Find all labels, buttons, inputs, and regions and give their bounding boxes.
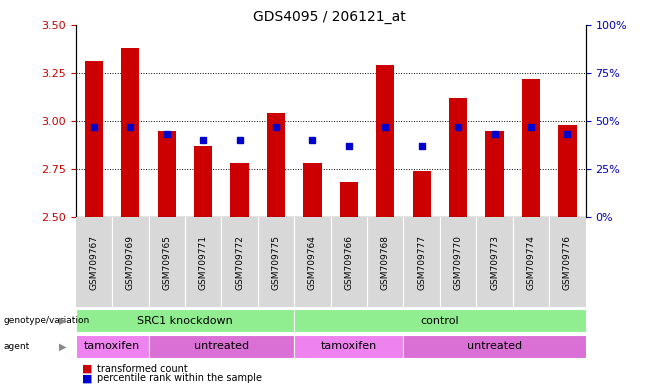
Bar xyxy=(303,163,322,217)
Text: percentile rank within the sample: percentile rank within the sample xyxy=(97,373,262,383)
Text: GSM709775: GSM709775 xyxy=(272,235,280,290)
Text: control: control xyxy=(420,316,459,326)
Text: GSM709769: GSM709769 xyxy=(126,235,135,290)
Bar xyxy=(376,65,394,217)
Bar xyxy=(194,146,213,217)
Text: GSM709770: GSM709770 xyxy=(453,235,463,290)
Text: GDS4095 / 206121_at: GDS4095 / 206121_at xyxy=(253,10,405,23)
Text: GSM709774: GSM709774 xyxy=(526,235,536,290)
Bar xyxy=(558,125,576,217)
Bar xyxy=(230,163,249,217)
Text: GSM709765: GSM709765 xyxy=(163,235,171,290)
Text: GSM709771: GSM709771 xyxy=(199,235,208,290)
Text: ▶: ▶ xyxy=(59,341,66,351)
Bar xyxy=(121,48,139,217)
Bar xyxy=(340,182,358,217)
Text: GSM709766: GSM709766 xyxy=(344,235,353,290)
Bar xyxy=(158,131,176,217)
Text: tamoxifen: tamoxifen xyxy=(84,341,140,351)
Text: SRC1 knockdown: SRC1 knockdown xyxy=(137,316,233,326)
Bar xyxy=(413,171,431,217)
Bar xyxy=(486,131,503,217)
Text: untreated: untreated xyxy=(467,341,522,351)
Text: GSM709777: GSM709777 xyxy=(417,235,426,290)
Text: GSM709768: GSM709768 xyxy=(381,235,390,290)
Text: ▶: ▶ xyxy=(59,316,66,326)
Text: GSM709776: GSM709776 xyxy=(563,235,572,290)
Text: GSM709767: GSM709767 xyxy=(89,235,99,290)
Text: ■: ■ xyxy=(82,364,93,374)
Text: ■: ■ xyxy=(82,373,93,383)
Text: untreated: untreated xyxy=(194,341,249,351)
Bar xyxy=(522,79,540,217)
Bar xyxy=(449,98,467,217)
Bar xyxy=(85,61,103,217)
Text: transformed count: transformed count xyxy=(97,364,188,374)
Text: agent: agent xyxy=(3,342,30,351)
Text: GSM709772: GSM709772 xyxy=(235,235,244,290)
Text: genotype/variation: genotype/variation xyxy=(3,316,89,325)
Text: GSM709773: GSM709773 xyxy=(490,235,499,290)
Bar xyxy=(267,113,285,217)
Text: GSM709764: GSM709764 xyxy=(308,235,317,290)
Text: tamoxifen: tamoxifen xyxy=(320,341,377,351)
